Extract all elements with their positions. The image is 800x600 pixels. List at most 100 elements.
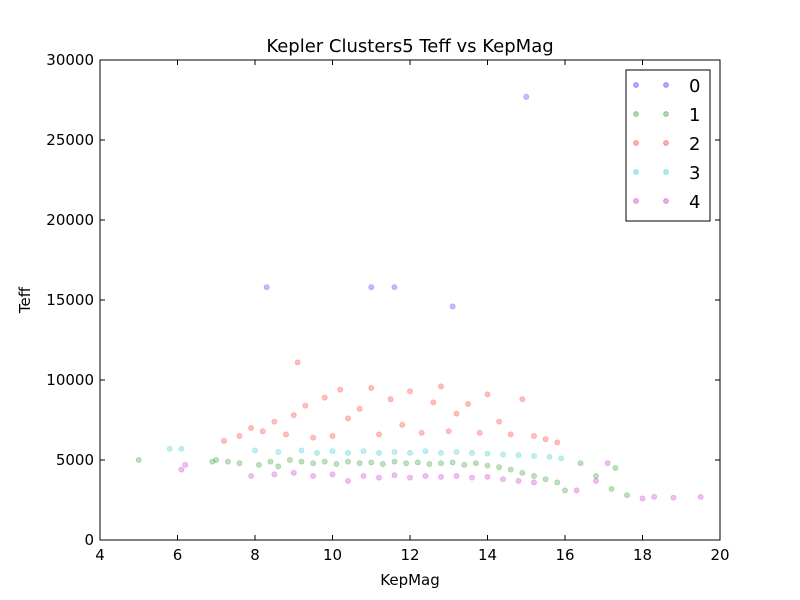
data-point-series-3	[298, 447, 305, 454]
legend-marker	[663, 140, 669, 146]
legend-marker	[633, 198, 639, 204]
data-point-series-3	[515, 452, 522, 459]
data-point-series-1	[236, 460, 243, 467]
x-tick-label: 10	[323, 546, 342, 564]
data-point-series-3	[531, 453, 537, 459]
data-point-series-4	[438, 473, 444, 480]
legend-label: 4	[689, 192, 700, 213]
data-point-series-4	[360, 473, 367, 479]
data-point-series-1	[461, 461, 468, 468]
data-point-series-1	[449, 459, 456, 466]
data-point-series-1	[608, 485, 615, 492]
data-point-series-4	[697, 493, 704, 500]
data-point-series-1	[310, 460, 317, 467]
data-point-series-3	[391, 449, 398, 455]
data-point-series-2	[337, 386, 344, 393]
data-point-series-1	[286, 457, 293, 463]
data-point-series-3	[438, 449, 444, 456]
data-point-series-4	[345, 477, 351, 484]
y-tick-label: 25000	[46, 131, 94, 149]
data-point-series-1	[255, 461, 262, 468]
data-point-series-0	[263, 284, 270, 291]
data-point-series-1	[554, 479, 561, 486]
x-tick-label: 6	[173, 546, 183, 564]
data-point-series-4	[484, 473, 491, 480]
data-point-series-2	[453, 410, 460, 417]
data-point-series-1	[379, 461, 386, 467]
series-3	[166, 445, 565, 462]
data-point-series-1	[519, 469, 526, 476]
data-point-series-3	[453, 449, 460, 455]
x-tick-label: 20	[710, 546, 729, 564]
data-point-series-3	[546, 453, 553, 460]
x-axis: 4 6 8 10 12 14 16 18 20	[95, 60, 730, 564]
series-1	[135, 457, 630, 499]
legend-marker	[633, 82, 639, 88]
data-point-series-4	[290, 469, 297, 476]
data-point-series-2	[345, 415, 351, 422]
data-point-series-1	[333, 461, 340, 467]
x-tick-label: 12	[400, 546, 419, 564]
legend-label: 0	[689, 76, 700, 97]
series-2	[221, 359, 561, 446]
data-point-series-1	[562, 487, 568, 494]
data-point-series-2	[430, 399, 437, 406]
data-point-series-3	[558, 455, 565, 462]
plot-points	[135, 93, 704, 502]
data-point-series-4	[310, 473, 317, 479]
data-point-series-2	[259, 428, 266, 435]
data-point-series-4	[593, 477, 599, 484]
data-point-series-2	[302, 402, 309, 409]
data-point-series-4	[639, 495, 646, 502]
data-point-series-1	[356, 460, 363, 467]
data-point-series-2	[418, 429, 425, 436]
data-point-series-1	[321, 458, 328, 465]
data-point-series-0	[391, 284, 398, 291]
x-tick-label: 8	[250, 546, 260, 564]
data-point-series-2	[294, 359, 301, 366]
data-point-series-2	[236, 433, 243, 439]
data-point-series-4	[376, 474, 382, 481]
data-point-series-4	[469, 474, 475, 481]
data-point-series-4	[248, 473, 255, 479]
data-point-series-1	[267, 458, 274, 465]
data-point-series-2	[290, 412, 297, 419]
data-point-series-3	[345, 449, 351, 456]
data-point-series-1	[298, 458, 305, 465]
x-tick-label: 14	[478, 546, 497, 564]
data-point-series-2	[484, 391, 491, 398]
legend-marker	[633, 140, 639, 146]
data-point-series-2	[438, 383, 444, 390]
data-point-series-1	[224, 458, 231, 465]
data-point-series-1	[426, 461, 433, 467]
data-point-series-3	[422, 448, 429, 455]
data-point-series-3	[166, 445, 173, 452]
data-point-series-3	[360, 448, 367, 455]
data-point-series-0	[368, 284, 375, 291]
data-point-series-1	[403, 460, 410, 467]
data-point-series-1	[275, 463, 282, 470]
data-point-series-2	[376, 431, 382, 438]
data-point-series-3	[469, 449, 475, 456]
data-point-series-4	[670, 494, 677, 501]
data-point-series-2	[368, 385, 375, 391]
data-point-series-2	[271, 418, 278, 425]
series-0	[263, 93, 530, 310]
data-point-series-1	[135, 457, 142, 463]
x-tick-label: 16	[555, 546, 574, 564]
x-tick-label: 18	[633, 546, 652, 564]
data-point-series-2	[496, 418, 503, 425]
data-point-series-1	[414, 459, 421, 466]
legend-label: 2	[689, 134, 700, 155]
y-tick-label: 30000	[46, 51, 94, 69]
y-axis-title: Teff	[16, 286, 34, 314]
data-point-series-1	[612, 465, 619, 471]
legend: 0 1 2 3 4	[625, 69, 711, 222]
data-point-series-2	[387, 396, 394, 403]
data-point-series-4	[515, 477, 522, 484]
data-point-series-4	[407, 474, 413, 481]
y-tick-label: 10000	[46, 371, 94, 389]
data-point-series-4	[182, 461, 189, 468]
data-point-series-2	[465, 401, 472, 407]
